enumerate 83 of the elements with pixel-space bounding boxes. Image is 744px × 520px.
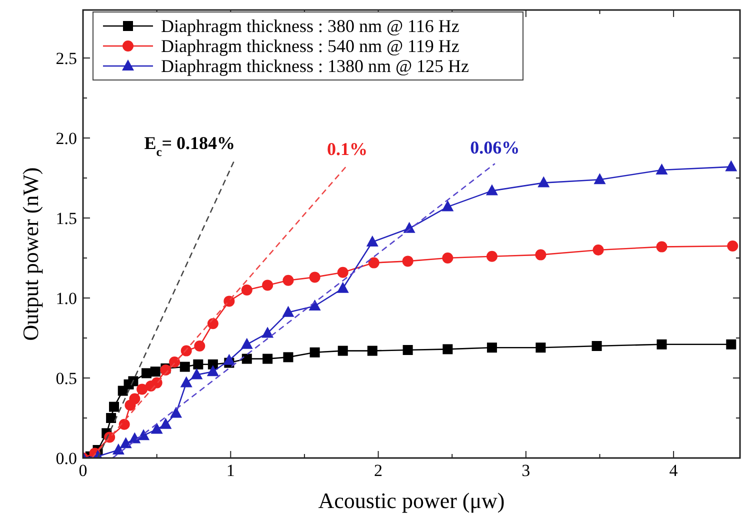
point [727, 240, 738, 252]
x-tick-label: 0 [78, 461, 88, 480]
point [180, 362, 190, 372]
y-tick-label: 1.0 [56, 289, 77, 308]
point [169, 356, 180, 368]
y-tick-label: 0.0 [56, 449, 77, 468]
point [118, 418, 130, 430]
point [442, 200, 454, 212]
point [128, 432, 141, 444]
point [366, 236, 378, 246]
point [194, 340, 206, 352]
point [592, 244, 604, 256]
point [442, 252, 454, 264]
point [486, 342, 497, 353]
annotation: 0.1% [327, 139, 368, 160]
point [190, 368, 203, 380]
point [160, 418, 172, 429]
point [337, 266, 348, 278]
point [656, 164, 668, 174]
point [262, 280, 274, 291]
point [336, 282, 349, 293]
point [223, 354, 236, 365]
point [592, 341, 602, 351]
point [535, 249, 546, 260]
point [150, 422, 163, 434]
x-tick-label: 2 [374, 461, 383, 480]
legend-label: Diaphragm thickness : 540 nm @ 119 Hz [161, 36, 460, 56]
x-tick-label: 3 [522, 461, 530, 480]
y-tick-label: 2.0 [56, 129, 77, 148]
y-axis-title: Output power (nW) [18, 167, 43, 341]
point [338, 346, 348, 356]
x-tick-label: 4 [669, 461, 678, 480]
point [129, 393, 140, 404]
point [138, 429, 150, 440]
point [112, 444, 124, 454]
point [656, 339, 667, 350]
point [193, 359, 204, 370]
point [262, 326, 274, 338]
legend-label: Diaphragm thickness : 380 nm @ 116 Hz [161, 16, 460, 36]
annotation: E$_{c}$= 0.184% [144, 132, 236, 159]
y-tick-label: 2.5 [56, 49, 77, 68]
point [120, 437, 132, 448]
point [536, 342, 546, 353]
point [128, 376, 138, 386]
point [538, 176, 550, 188]
point [656, 241, 668, 252]
point [141, 368, 152, 378]
x-axis-title: Acoustic power (μw) [318, 488, 505, 513]
point [241, 284, 252, 296]
point [368, 257, 380, 268]
legend-label: Diaphragm thickness : 1380 nm @ 125 Hz [161, 56, 470, 76]
point [282, 306, 294, 317]
annotation: 0.06% [470, 138, 520, 158]
point [207, 318, 218, 330]
point [242, 354, 252, 364]
point [150, 366, 160, 377]
point [725, 160, 738, 172]
point [486, 250, 498, 262]
point [726, 339, 736, 350]
point [224, 296, 235, 307]
point [309, 272, 320, 283]
point [283, 352, 294, 362]
point [180, 345, 192, 356]
y-tick-label: 1.5 [56, 209, 77, 228]
point [262, 354, 273, 364]
point [109, 402, 120, 412]
point [106, 413, 116, 423]
point [170, 406, 182, 418]
point [367, 346, 378, 356]
point [308, 300, 321, 310]
point [206, 365, 219, 376]
point [136, 384, 148, 395]
x-tick-label: 1 [226, 461, 235, 480]
point [594, 173, 606, 184]
point [402, 256, 414, 267]
point [180, 376, 192, 388]
point [282, 274, 294, 286]
point [240, 338, 253, 349]
y-tick-label: 0.5 [56, 369, 77, 388]
point [486, 184, 498, 196]
point [310, 347, 320, 358]
point [402, 345, 413, 355]
point [442, 344, 453, 354]
